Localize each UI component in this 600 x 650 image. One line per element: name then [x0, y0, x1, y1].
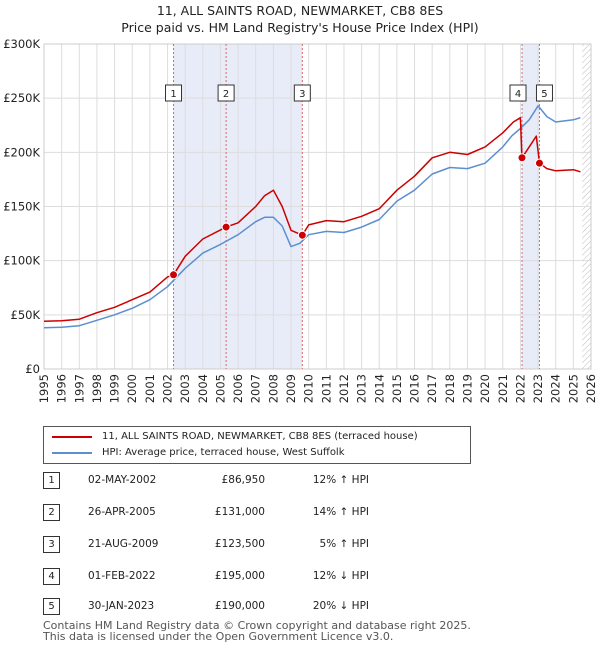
y-tick-label: £300K — [3, 37, 40, 51]
x-tick-label: 2016 — [408, 374, 422, 403]
x-tick-label: 2001 — [143, 374, 157, 403]
sale-point — [169, 270, 179, 280]
y-tick-label: £0 — [25, 362, 40, 376]
legend-swatch-property — [52, 436, 92, 438]
x-tick-label: 2010 — [302, 374, 316, 403]
x-tick-label: 1996 — [55, 374, 69, 403]
x-tick-label: 2025 — [566, 374, 580, 403]
sale-hpi-diff: 12% ↑ HPI — [312, 474, 369, 486]
x-tick-label: 2005 — [213, 374, 227, 403]
sale-marker-box — [293, 84, 311, 102]
sale-row: 3 21-AUG-2009 £123,500 5% ↑ HPI — [43, 536, 423, 553]
sale-row: 4 01-FEB-2022 £195,000 12% ↓ HPI — [43, 568, 423, 585]
sale-point — [297, 230, 307, 240]
sale-price: £86,950 — [221, 474, 265, 486]
x-tick-label: 2020 — [478, 374, 492, 403]
sale-date: 26-APR-2005 — [88, 506, 156, 518]
sale-price: £131,000 — [214, 506, 265, 518]
x-tick-label: 1999 — [108, 374, 122, 403]
x-tick-label: 1995 — [37, 374, 51, 403]
sale-price: £123,500 — [214, 538, 265, 550]
sale-date: 01-FEB-2022 — [88, 570, 156, 582]
sale-number-badge: 1 — [43, 472, 60, 489]
sale-marker-label: 5 — [541, 89, 547, 100]
sale-point — [221, 222, 231, 232]
y-tick-label: £200K — [3, 145, 40, 159]
sale-marker-box — [165, 84, 183, 102]
sale-row: 2 26-APR-2005 £131,000 14% ↑ HPI — [43, 504, 423, 521]
x-tick-label: 2006 — [231, 374, 245, 403]
x-tick-label: 2018 — [443, 374, 457, 403]
y-tick-label: £150K — [3, 200, 40, 214]
legend-item-hpi: HPI: Average price, terraced house, West… — [52, 445, 345, 461]
sale-marker-box — [535, 84, 553, 102]
sale-marker-label: 4 — [515, 89, 521, 100]
x-tick-label: 2003 — [178, 374, 192, 403]
x-tick-label: 2014 — [372, 374, 386, 403]
x-tick-label: 2026 — [584, 374, 598, 403]
x-tick-label: 2004 — [196, 374, 210, 403]
sale-hpi-diff: 14% ↑ HPI — [312, 506, 369, 518]
sale-date: 30-JAN-2023 — [88, 600, 155, 612]
y-tick-label: £50K — [11, 308, 41, 322]
sale-hpi-diff: 12% ↓ HPI — [312, 570, 369, 582]
x-tick-label: 2021 — [496, 374, 510, 403]
title-line-2: Price paid vs. HM Land Registry's House … — [121, 20, 479, 35]
x-tick-label: 2012 — [337, 374, 351, 403]
hpi-line — [43, 105, 581, 329]
y-tick-label: £100K — [3, 254, 40, 268]
property-price-line — [43, 116, 581, 323]
legend-label-hpi: HPI: Average price, terraced house, West… — [102, 447, 345, 458]
price-chart: 1 2 3 4 5 £0 £50K £100K £150K £200K £250K £300K 199… — [3, 37, 598, 403]
sale-point — [534, 158, 544, 168]
x-tick-label: 2013 — [355, 374, 369, 403]
sale-number-badge: 2 — [43, 504, 60, 521]
legend-item-property: 11, ALL SAINTS ROAD, NEWMARKET, CB8 8ES … — [52, 429, 418, 445]
sale-marker-box — [509, 84, 527, 102]
sale-marker-label: 3 — [299, 89, 305, 100]
sale-hpi-diff: 20% ↓ HPI — [312, 600, 369, 612]
footer-line-2: This data is licensed under the Open Gov… — [43, 630, 394, 643]
sale-number-badge: 5 — [43, 598, 60, 615]
x-tick-label: 2023 — [531, 374, 545, 403]
x-tick-label: 2009 — [284, 374, 298, 403]
legend-swatch-hpi — [52, 452, 92, 454]
sale-number-badge: 4 — [43, 568, 60, 585]
sale-marker-label: 2 — [223, 89, 229, 100]
sale-row: 1 02-MAY-2002 £86,950 12% ↑ HPI — [43, 472, 423, 489]
sale-marker-label: 1 — [170, 89, 176, 100]
x-tick-label: 2000 — [125, 374, 139, 403]
x-tick-label: 2011 — [319, 374, 333, 403]
sale-number-badge: 3 — [43, 536, 60, 553]
x-tick-label: 2008 — [266, 374, 280, 403]
legend: 11, ALL SAINTS ROAD, NEWMARKET, CB8 8ES … — [43, 426, 471, 464]
sale-row: 5 30-JAN-2023 £190,000 20% ↓ HPI — [43, 598, 423, 615]
x-tick-label: 2015 — [390, 374, 404, 403]
title-line-1: 11, ALL SAINTS ROAD, NEWMARKET, CB8 8ES — [156, 3, 444, 18]
x-tick-label: 1998 — [90, 374, 104, 403]
chart-title: 11, ALL SAINTS ROAD, NEWMARKET, CB8 8ES … — [0, 2, 600, 36]
footer-line-1: Contains HM Land Registry data © Crown c… — [43, 619, 471, 632]
sale-marker-box — [217, 84, 235, 102]
x-tick-label: 2002 — [161, 374, 175, 403]
x-tick-label: 1997 — [72, 374, 86, 403]
x-tick-label: 2019 — [460, 374, 474, 403]
sale-hpi-diff: 5% ↑ HPI — [319, 538, 369, 550]
sale-price: £195,000 — [214, 570, 265, 582]
x-tick-label: 2022 — [513, 374, 527, 403]
legend-label-property: 11, ALL SAINTS ROAD, NEWMARKET, CB8 8ES … — [102, 431, 418, 442]
sale-date: 02-MAY-2002 — [88, 474, 157, 486]
x-tick-label: 2017 — [425, 374, 439, 403]
plot-frame — [43, 43, 592, 370]
y-tick-label: £250K — [3, 91, 40, 105]
footer: Contains HM Land Registry data © Crown c… — [43, 620, 471, 642]
sale-price: £190,000 — [214, 600, 265, 612]
sale-date: 21-AUG-2009 — [88, 538, 159, 550]
x-tick-label: 2007 — [249, 374, 263, 403]
sale-point — [517, 153, 527, 163]
x-tick-label: 2024 — [549, 374, 563, 403]
